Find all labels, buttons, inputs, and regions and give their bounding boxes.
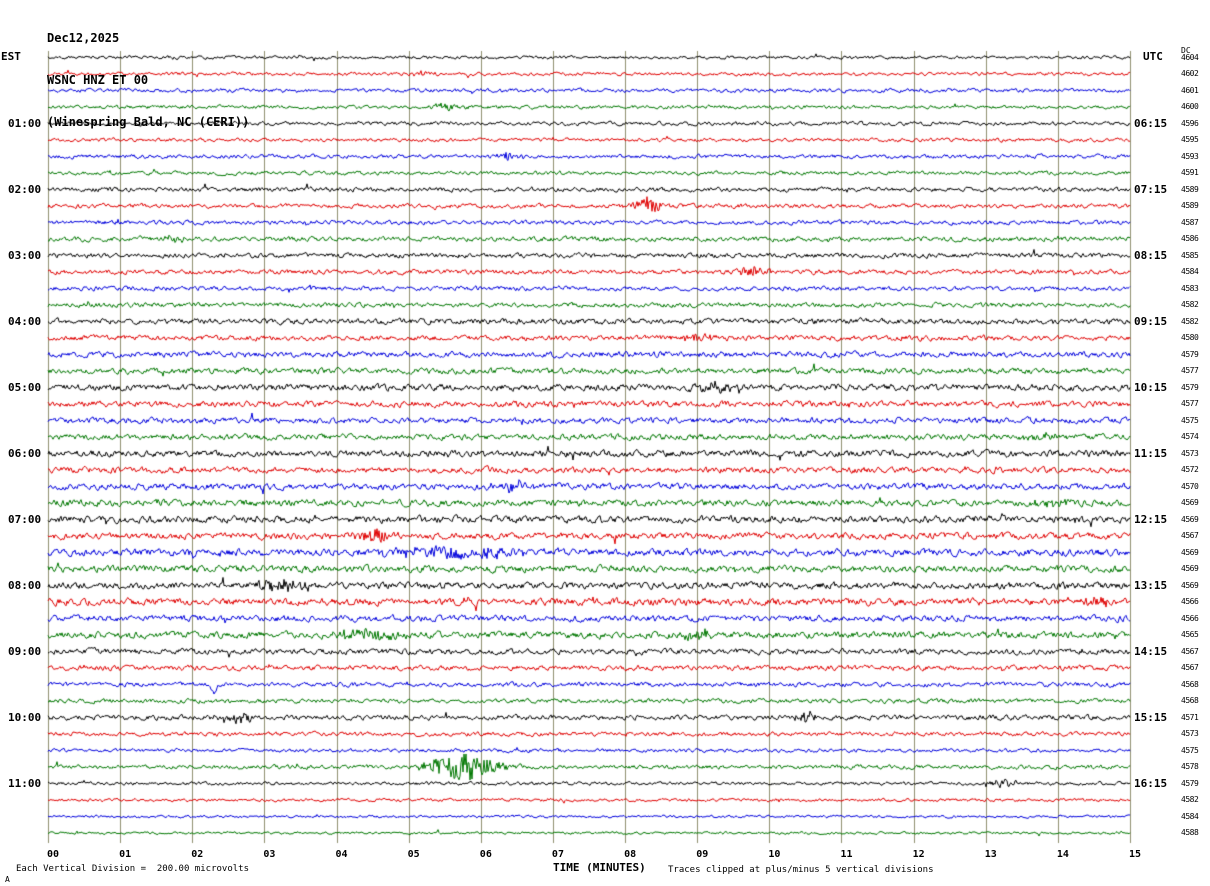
dc-offset-value: 4585: [1181, 250, 1199, 260]
title-block: Dec12,2025 WSNC HNZ ET 00 (Winespring Ba…: [47, 3, 249, 157]
x-axis-tick-label: 07: [551, 849, 564, 860]
clip-note: Traces clipped at plus/minus 5 vertical …: [668, 865, 934, 875]
est-hour-label: 07:00: [8, 513, 42, 526]
est-hour-label: 03:00: [8, 249, 42, 262]
x-axis-tick-label: 05: [407, 849, 420, 860]
dc-offset-value: 4596: [1181, 118, 1199, 128]
est-hour-label: 08:00: [8, 579, 42, 592]
x-axis-tick-label: 13: [984, 849, 997, 860]
dc-offset-value: 4604: [1181, 52, 1199, 62]
est-hour-label: 01:00: [8, 117, 42, 130]
dc-offset-value: 4579: [1181, 349, 1199, 359]
dc-offset-value: 4566: [1181, 597, 1199, 606]
x-axis-tick-label: 14: [1056, 849, 1069, 860]
dc-offset-value: 4565: [1181, 630, 1199, 639]
dc-offset-value: 4577: [1181, 366, 1199, 375]
x-axis-tick-label: 04: [335, 849, 348, 860]
dc-offset-value: 4568: [1181, 696, 1199, 705]
utc-hour-label: 08:15: [1134, 249, 1168, 262]
est-hour-label: 10:00: [8, 711, 42, 724]
dc-offset-value: 4575: [1181, 415, 1199, 425]
title-location: (Winespring Bald, NC (CERI)): [47, 115, 250, 129]
dc-offset-value: 4569: [1181, 564, 1199, 573]
x-axis-tick-label: 03: [263, 849, 276, 860]
x-axis-tick-label: 09: [696, 849, 709, 860]
utc-hour-label: 15:15: [1134, 711, 1168, 724]
corner-mark: A: [5, 875, 10, 884]
x-axis-tick-label: 11: [840, 849, 853, 860]
dc-offset-value: 4593: [1181, 151, 1199, 161]
dc-offset-value: 4591: [1181, 168, 1199, 177]
title-station: WSNC HNZ ET 00: [47, 73, 149, 87]
dc-offset-value: 4579: [1181, 778, 1199, 788]
utc-hour-label: 06:15: [1134, 117, 1168, 130]
x-axis-tick-label: 10: [768, 849, 781, 860]
dc-offset-value: 4580: [1181, 333, 1199, 342]
scale-note: Each Vertical Division = 200.00 microvol…: [16, 864, 249, 874]
dc-offset-value: 4569: [1181, 580, 1199, 590]
dc-offset-value: 4588: [1181, 828, 1199, 837]
x-axis-tick-label: 02: [191, 849, 204, 860]
est-hour-label: 06:00: [8, 447, 42, 460]
dc-offset-value: 4567: [1181, 663, 1199, 672]
dc-offset-value: 4573: [1181, 729, 1199, 738]
x-axis-tick-label: 06: [479, 849, 492, 860]
title-date: Dec12,2025: [47, 31, 120, 45]
dc-offset-value: 4570: [1181, 481, 1199, 491]
dc-offset-value: 4569: [1181, 514, 1199, 524]
dc-offset-value: 4584: [1181, 811, 1199, 821]
utc-hour-label: 09:15: [1134, 315, 1168, 328]
dc-offset-value: 4582: [1181, 316, 1199, 326]
dc-offset-value: 4568: [1181, 679, 1199, 689]
est-hour-label: 04:00: [8, 315, 42, 328]
est-hour-label: 02:00: [8, 183, 42, 196]
x-axis-title: TIME (MINUTES): [553, 861, 646, 874]
dc-offset-value: 4582: [1181, 795, 1199, 804]
dc-offset-value: 4589: [1181, 184, 1199, 194]
dc-offset-value: 4567: [1181, 646, 1199, 656]
x-axis-tick-label: 01: [119, 849, 132, 860]
dc-offset-value: 4602: [1181, 69, 1199, 78]
x-axis-tick-label: 12: [912, 849, 925, 860]
dc-offset-value: 4567: [1181, 531, 1199, 540]
dc-offset-value: 4578: [1181, 762, 1199, 771]
x-axis-tick-label: 08: [624, 849, 637, 860]
dc-offset-value: 4575: [1181, 745, 1199, 755]
dc-offset-value: 4571: [1181, 712, 1199, 722]
dc-offset-value: 4582: [1181, 300, 1199, 309]
dc-offset-value: 4579: [1181, 382, 1199, 392]
dc-offset-value: 4572: [1181, 465, 1199, 474]
utc-hour-label: 10:15: [1134, 381, 1168, 394]
utc-hour-label: 12:15: [1134, 513, 1168, 526]
dc-offset-value: 4587: [1181, 217, 1199, 227]
dc-axis-header: DC: [1181, 46, 1191, 55]
dc-offset-value: 4577: [1181, 399, 1199, 408]
x-axis-tick-label: 15: [1129, 849, 1142, 860]
est-hour-label: 05:00: [8, 381, 42, 394]
utc-hour-label: 07:15: [1134, 183, 1168, 196]
dc-offset-value: 4566: [1181, 613, 1199, 623]
dc-offset-value: 4569: [1181, 547, 1199, 557]
dc-offset-value: 4589: [1181, 201, 1199, 210]
dc-offset-value: 4574: [1181, 432, 1199, 441]
est-axis-header: EST: [1, 50, 21, 63]
dc-offset-value: 4595: [1181, 135, 1199, 144]
dc-offset-value: 4600: [1181, 102, 1199, 111]
dc-offset-value: 4584: [1181, 267, 1199, 276]
utc-hour-label: 13:15: [1134, 579, 1168, 592]
utc-hour-label: 11:15: [1134, 447, 1168, 460]
dc-offset-value: 4583: [1181, 283, 1199, 293]
x-axis-tick-label: 00: [47, 849, 60, 860]
est-hour-label: 09:00: [8, 645, 42, 658]
dc-offset-value: 4569: [1181, 498, 1199, 507]
utc-axis-header: UTC: [1143, 50, 1163, 63]
dc-offset-value: 4573: [1181, 448, 1199, 458]
dc-offset-value: 4586: [1181, 234, 1199, 243]
dc-offset-value: 4601: [1181, 85, 1199, 95]
est-hour-label: 11:00: [8, 777, 42, 790]
utc-hour-label: 14:15: [1134, 645, 1168, 658]
utc-hour-label: 16:15: [1134, 777, 1168, 790]
